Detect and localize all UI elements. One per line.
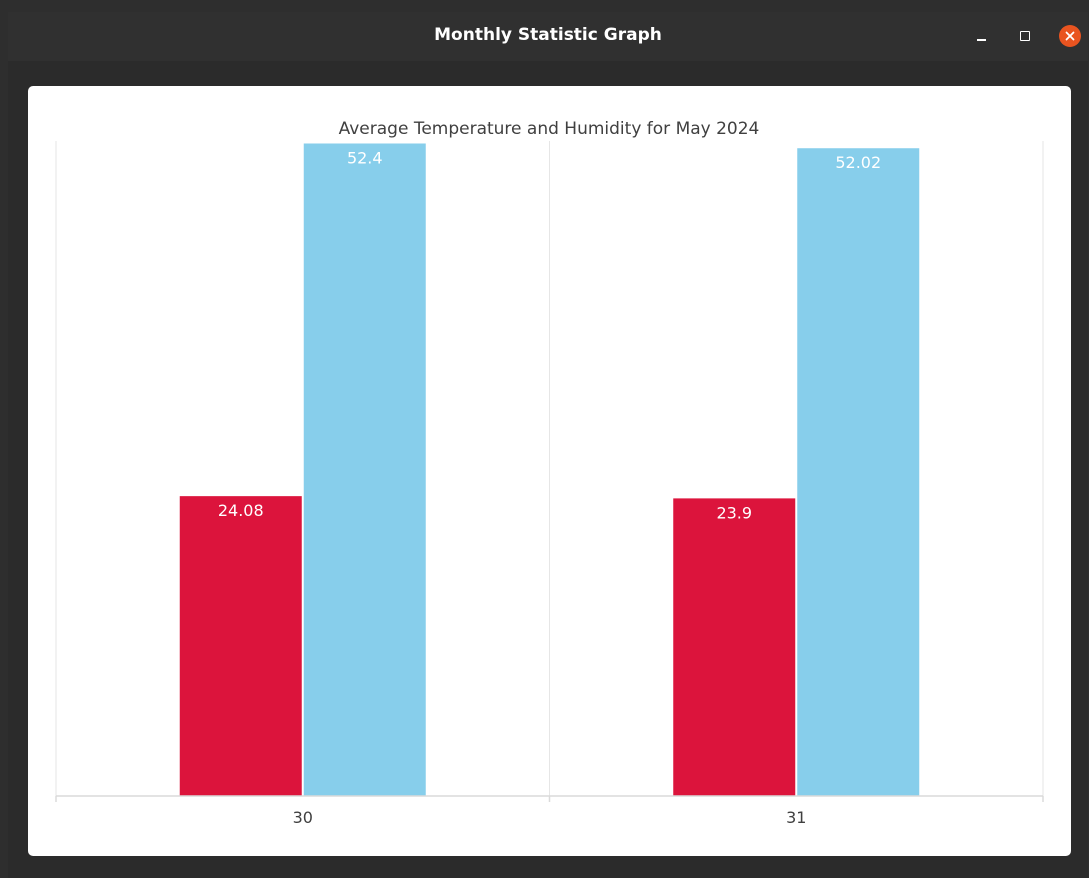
title-bar[interactable]: Monthly Statistic Graph — [8, 12, 1088, 61]
maximize-icon — [1020, 31, 1030, 41]
close-button[interactable] — [1059, 25, 1081, 47]
bar-series-1-31[interactable] — [673, 498, 796, 796]
x-axis-tick-labels: 30 31 — [293, 808, 807, 827]
bar-series-1-30[interactable] — [179, 496, 302, 796]
chart-card: Average Temperature and Humidity for May… — [28, 86, 1071, 856]
bar-value-label: 52.02 — [835, 153, 881, 172]
bar-value-label: 24.08 — [218, 501, 264, 520]
chart-title: Average Temperature and Humidity for May… — [339, 119, 760, 139]
maximize-button[interactable] — [1013, 24, 1037, 48]
app-window: Monthly Statistic Graph Average Temperat… — [8, 12, 1088, 878]
bar-value-label: 52.4 — [347, 148, 383, 167]
close-icon — [1065, 31, 1075, 41]
chart-value-labels: 24.08 52.4 23.9 52.02 — [218, 148, 881, 522]
bar-series-2-31[interactable] — [797, 148, 920, 797]
x-tick-label: 30 — [293, 808, 313, 827]
bar-chart: Average Temperature and Humidity for May… — [55, 119, 1044, 827]
chart-grid — [55, 141, 1044, 796]
bar-series-2-30[interactable] — [303, 143, 426, 797]
window-title: Monthly Statistic Graph — [434, 25, 662, 45]
minimize-icon — [976, 39, 986, 41]
chart-bars — [179, 143, 920, 797]
x-tick-label: 31 — [786, 808, 806, 827]
minimize-button[interactable] — [969, 24, 993, 48]
x-axis — [55, 795, 1044, 802]
window-content: Average Temperature and Humidity for May… — [8, 61, 1088, 878]
bar-value-label: 23.9 — [716, 503, 752, 522]
